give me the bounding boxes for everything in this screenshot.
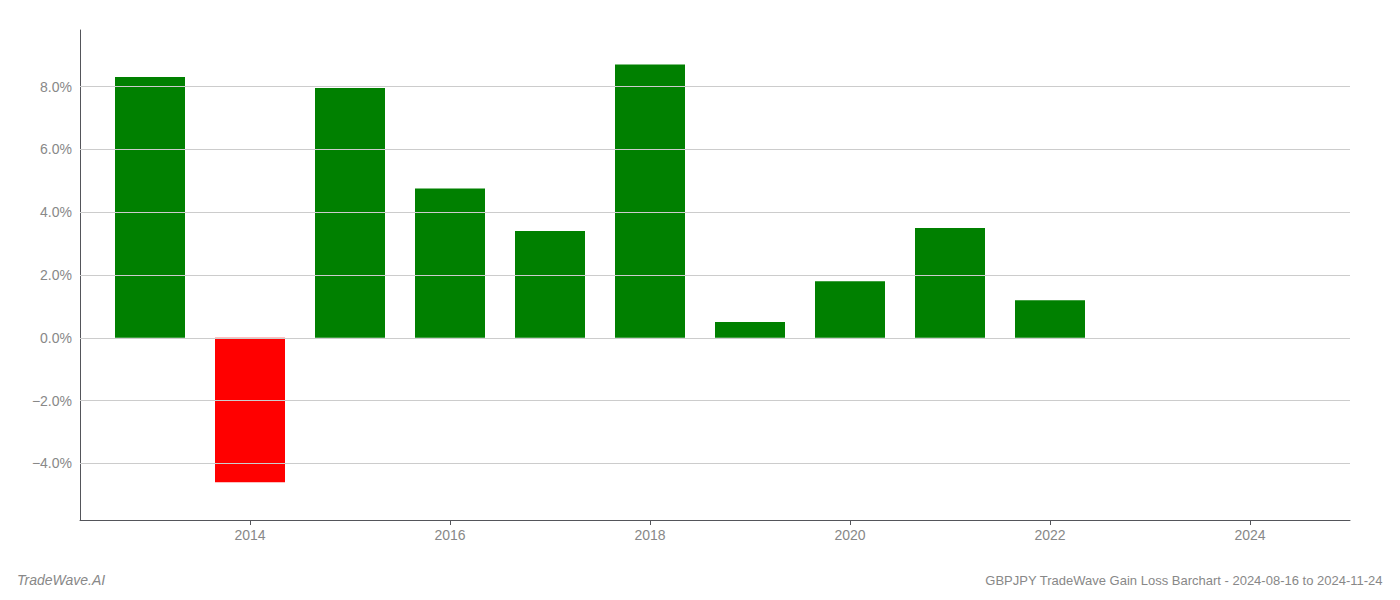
svg-text:GBPJPY TradeWave Gain Loss Bar: GBPJPY TradeWave Gain Loss Barchart - 20… <box>985 573 1382 588</box>
svg-text:2016: 2016 <box>434 527 465 543</box>
svg-text:6.0%: 6.0% <box>40 141 72 157</box>
svg-text:2.0%: 2.0% <box>40 267 72 283</box>
svg-text:TradeWave.AI: TradeWave.AI <box>17 572 105 588</box>
svg-text:−2.0%: −2.0% <box>32 393 72 409</box>
svg-text:4.0%: 4.0% <box>40 204 72 220</box>
svg-text:−4.0%: −4.0% <box>32 455 72 471</box>
svg-text:0.0%: 0.0% <box>40 330 72 346</box>
svg-text:2018: 2018 <box>634 527 665 543</box>
svg-text:2022: 2022 <box>1034 527 1065 543</box>
svg-text:2024: 2024 <box>1234 527 1265 543</box>
svg-text:2014: 2014 <box>234 527 265 543</box>
svg-text:2020: 2020 <box>834 527 865 543</box>
svg-text:8.0%: 8.0% <box>40 79 72 95</box>
